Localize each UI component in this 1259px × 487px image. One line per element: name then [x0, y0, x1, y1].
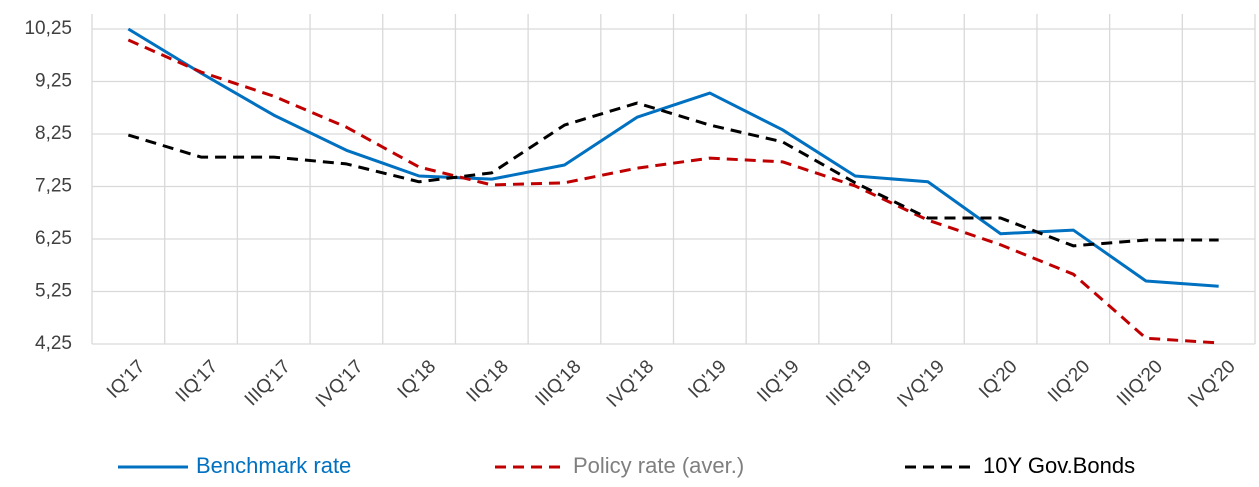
x-tick-label: IIIQ'19 [822, 356, 876, 410]
series-line [127, 101, 1219, 248]
x-tick-label: IQ'19 [684, 356, 731, 403]
y-tick-label: 7,25 [35, 176, 72, 197]
x-tick-label: IQ'18 [394, 356, 441, 403]
x-tick-label: IIIQ'20 [1113, 356, 1167, 410]
legend-label: 10Y Gov.Bonds [983, 453, 1135, 478]
y-tick-label: 10,25 [24, 18, 72, 39]
y-tick-label: 4,25 [35, 333, 72, 354]
y-tick-label: 8,25 [35, 123, 72, 144]
x-tick-label: IIQ'17 [172, 356, 222, 406]
x-tick-label: IIQ'20 [1044, 356, 1094, 406]
x-tick-label: IQ'20 [975, 356, 1022, 403]
y-tick-label: 6,25 [35, 228, 72, 249]
series-line [127, 38, 1219, 345]
x-tick-label: IVQ'20 [1184, 356, 1240, 412]
y-tick-label: 9,25 [35, 71, 72, 92]
legend-label: Policy rate (aver.) [573, 453, 744, 478]
x-tick-label: IIIQ'18 [532, 356, 586, 410]
legend-label: Benchmark rate [196, 453, 351, 478]
x-tick-label: IVQ'17 [312, 356, 368, 412]
y-tick-label: 5,25 [35, 281, 72, 302]
x-tick-label: IIIQ'17 [241, 356, 295, 410]
x-tick-label: IQ'17 [103, 356, 150, 403]
x-tick-label: IVQ'18 [603, 356, 659, 412]
x-tick-label: IIQ'18 [463, 356, 513, 406]
x-tick-label: IVQ'19 [893, 356, 949, 412]
x-tick-label: IIQ'19 [753, 356, 803, 406]
